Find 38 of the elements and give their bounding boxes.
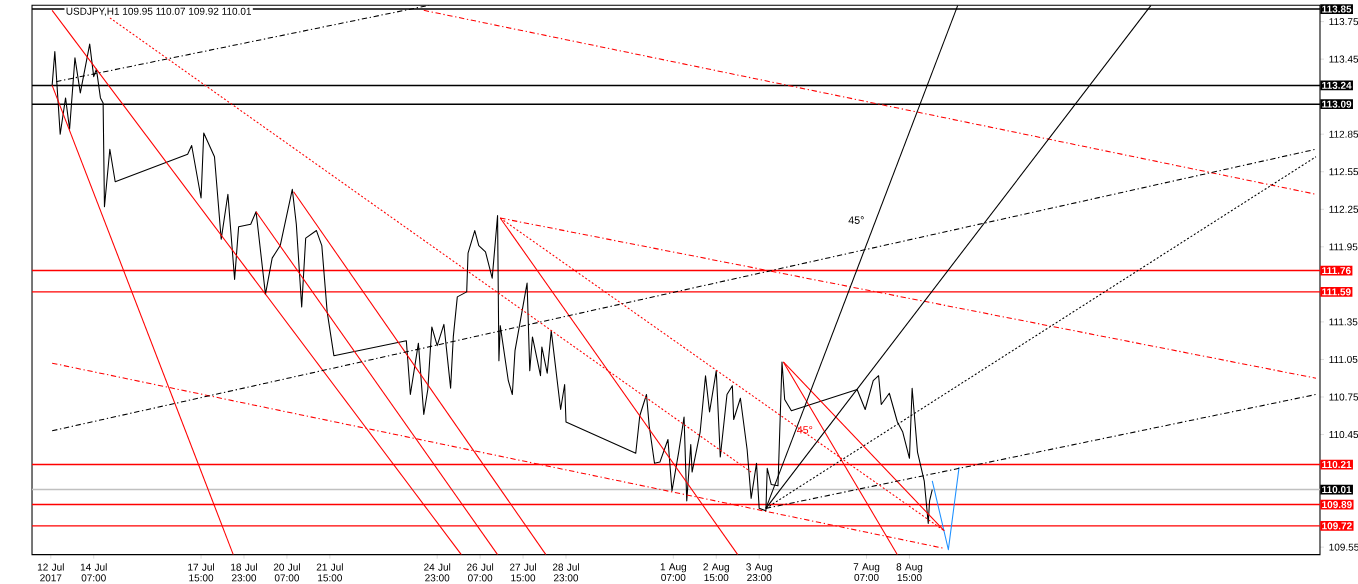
x-tick-label: 1 Aug 07:00 bbox=[660, 563, 687, 582]
x-tick-label: 7 Aug 07:00 bbox=[853, 563, 880, 582]
ref-line-label: 109.72 bbox=[1322, 522, 1352, 530]
ref-line-label: 111.59 bbox=[1322, 288, 1351, 296]
ref-line-label: 111.76 bbox=[1322, 267, 1351, 275]
x-tick-label: 20 Jul 07:00 bbox=[273, 563, 300, 582]
y-tick-label: 111.05 bbox=[1329, 355, 1358, 363]
x-tick-label: 2 Aug 15:00 bbox=[703, 563, 729, 582]
x-tick-label: 21 Jul 15:00 bbox=[316, 563, 343, 582]
x-tick-label: 17 Jul 15:00 bbox=[188, 563, 214, 582]
y-tick-label: 111.95 bbox=[1329, 243, 1358, 251]
ref-line-label: 113.09 bbox=[1322, 100, 1352, 108]
ref-line-label: 109.89 bbox=[1322, 501, 1352, 509]
y-tick-label: 112.85 bbox=[1329, 130, 1358, 138]
annotation: 45° bbox=[797, 426, 813, 434]
y-tick-label: 111.35 bbox=[1329, 318, 1358, 326]
y-tick-label: 110.75 bbox=[1329, 393, 1358, 401]
x-tick-label: 28 Jul 23:00 bbox=[552, 563, 579, 582]
y-tick-label: 113.45 bbox=[1329, 55, 1358, 63]
y-tick-label: 110.45 bbox=[1329, 430, 1358, 439]
annotation: 45° bbox=[848, 216, 864, 224]
x-tick-label: 27 Jul 15:00 bbox=[509, 563, 536, 582]
y-tick-label: 109.55 bbox=[1329, 543, 1358, 551]
y-tick-label: 113.75 bbox=[1329, 18, 1358, 26]
x-tick-label: 14 Jul 07:00 bbox=[80, 563, 107, 582]
x-tick-label: 26 Jul 07:00 bbox=[467, 563, 494, 582]
chart-title: USDJPY,H1 109.95 110.07 109.92 110.01 bbox=[66, 7, 252, 16]
ref-line-label: 110.21 bbox=[1322, 461, 1352, 469]
y-tick-label: 112.55 bbox=[1329, 168, 1358, 176]
ref-line-label: 110.01 bbox=[1322, 486, 1352, 494]
x-tick-label: 18 Jul 23:00 bbox=[231, 563, 257, 582]
ref-line-label: 113.24 bbox=[1322, 81, 1352, 89]
y-tick-label: 112.25 bbox=[1329, 205, 1358, 213]
x-tick-label: 24 Jul 23:00 bbox=[424, 563, 451, 582]
ref-line-label: 113.85 bbox=[1322, 5, 1352, 13]
x-tick-label: 3 Aug 23:00 bbox=[746, 563, 772, 582]
x-tick-label: 8 Aug 15:00 bbox=[896, 563, 923, 582]
x-tick-label: 12 Jul 2017 bbox=[37, 563, 64, 582]
